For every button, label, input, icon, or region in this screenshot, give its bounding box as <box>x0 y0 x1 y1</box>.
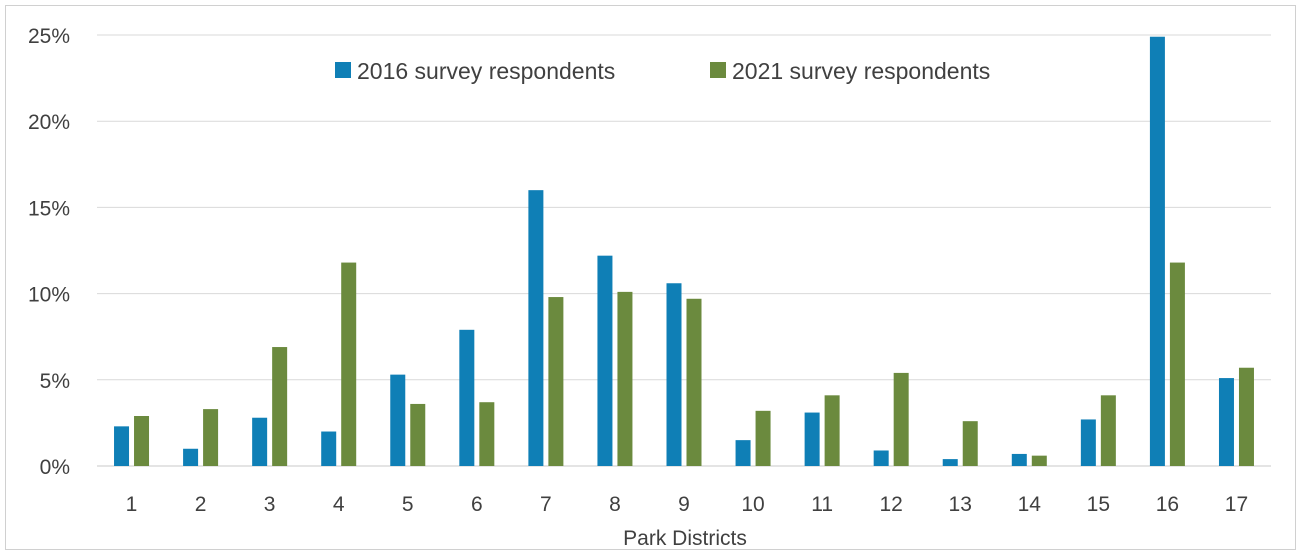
bar-2021-district-12 <box>893 372 909 466</box>
x-tick-label: 6 <box>471 493 483 516</box>
bar-2016-district-7 <box>528 190 544 466</box>
bar-2016-district-13 <box>942 459 958 466</box>
bar-2016-district-10 <box>735 440 751 466</box>
bar-2021-district-7 <box>548 297 564 466</box>
x-axis-tick-labels: 1 2 3 4 5 6 7 8 9 10 11 12 13 14 15 16 17 <box>126 493 1248 516</box>
bar-2016-district-1 <box>114 426 130 466</box>
x-tick-label: 4 <box>333 493 345 516</box>
x-tick-label: 7 <box>540 493 552 516</box>
legend-swatch <box>335 62 351 78</box>
x-tick-label: 2 <box>195 493 207 516</box>
y-tick-label: 0% <box>40 456 70 479</box>
y-tick-label: 25% <box>28 25 70 48</box>
x-tick-label: 11 <box>811 493 833 516</box>
bar-2016-district-9 <box>666 283 682 466</box>
bar-2016-district-17 <box>1218 378 1234 466</box>
bar-2016-district-14 <box>1011 453 1027 466</box>
bar-2016-district-3 <box>252 417 268 466</box>
x-tick-label: 17 <box>1225 493 1248 516</box>
bar-2021-district-4 <box>341 262 357 466</box>
bar-2016-district-5 <box>390 374 406 466</box>
bar-2021-district-3 <box>272 347 288 466</box>
legend-label: 2021 survey respondents <box>732 58 990 84</box>
x-tick-label: 9 <box>678 493 690 516</box>
y-tick-label: 10% <box>28 284 70 307</box>
y-tick-label: 20% <box>28 111 70 134</box>
bar-2021-district-9 <box>686 298 702 466</box>
y-tick-label: 5% <box>40 370 70 393</box>
y-tick-label: 15% <box>28 197 70 220</box>
bar-2021-district-11 <box>824 395 840 466</box>
chart-frame <box>5 5 1296 550</box>
legend: 2016 survey respondents 2021 survey respo… <box>335 58 990 84</box>
x-tick-label: 14 <box>1018 493 1042 516</box>
x-tick-label: 3 <box>264 493 276 516</box>
bar-2021-district-14 <box>1031 455 1047 466</box>
bar-2021-district-5 <box>410 403 426 466</box>
gridlines <box>97 34 1271 467</box>
bar-2016-district-12 <box>873 450 889 466</box>
bar-2021-district-2 <box>203 409 219 466</box>
x-axis-title: Park Districts <box>623 527 747 550</box>
bars <box>114 36 1254 466</box>
bar-2021-district-1 <box>134 416 150 466</box>
y-axis-tick-labels: 0% 5% 10% 15% 20% 25% <box>28 25 70 479</box>
bar-2016-district-15 <box>1080 419 1096 466</box>
x-tick-label: 5 <box>402 493 414 516</box>
x-tick-label: 16 <box>1156 493 1179 516</box>
x-tick-label: 12 <box>879 493 902 516</box>
x-tick-label: 13 <box>949 493 972 516</box>
legend-label: 2016 survey respondents <box>357 58 615 84</box>
bar-2016-district-11 <box>804 412 820 466</box>
bar-2016-district-6 <box>459 329 475 466</box>
x-tick-label: 8 <box>609 493 621 516</box>
x-tick-label: 15 <box>1087 493 1110 516</box>
bar-2021-district-10 <box>755 410 771 466</box>
bar-2021-district-8 <box>617 291 633 466</box>
bar-2016-district-16 <box>1149 36 1165 466</box>
bar-2021-district-16 <box>1169 262 1185 466</box>
bar-2016-district-2 <box>183 448 199 466</box>
bar-2021-district-15 <box>1100 395 1116 466</box>
bar-2021-district-17 <box>1238 367 1254 466</box>
legend-swatch <box>710 62 726 78</box>
x-tick-label: 1 <box>126 493 138 516</box>
bar-2016-district-8 <box>597 255 613 466</box>
bar-2021-district-13 <box>962 421 978 466</box>
x-tick-label: 10 <box>741 493 764 516</box>
bar-2021-district-6 <box>479 402 495 466</box>
bar-2016-district-4 <box>321 431 337 466</box>
